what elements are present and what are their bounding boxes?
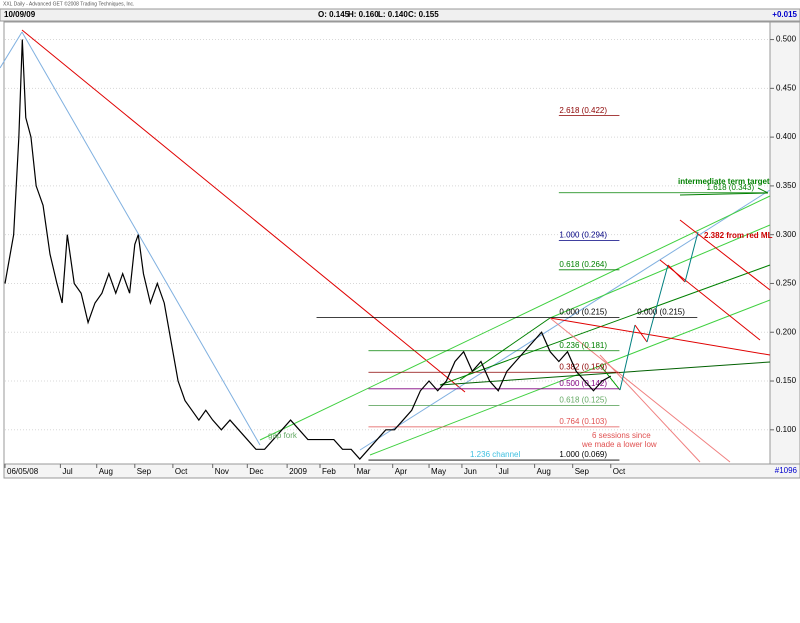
trend-lines	[0, 29, 771, 463]
swing	[599, 364, 621, 391]
y-tick-label: 0.150	[776, 376, 797, 385]
y-axis-panel	[769, 21, 800, 465]
level-label: 1.000 (0.069)	[559, 450, 607, 459]
x-tick-label: 2009	[289, 467, 307, 476]
x-tick-label: May	[431, 467, 446, 476]
annotation: 2.382 from red ML	[704, 231, 773, 240]
grid: 0.100 0.150 0.200 0.250 0.300 0.350 0.400 0.450…	[4, 35, 797, 476]
x-tick-label: Dec	[249, 467, 263, 476]
projection-arrow	[646, 264, 669, 343]
y-tick-label: 0.250	[776, 279, 797, 288]
target-arrow	[679, 192, 769, 196]
chart-title: XXL Daily - Advanced GET ©2008 Trading T…	[3, 0, 134, 7]
level-label: 0.618 (0.264)	[559, 260, 607, 269]
bar-count: #1096	[775, 466, 798, 475]
x-tick-label: Feb	[322, 467, 336, 476]
price	[4, 39, 612, 460]
x-tick-label: 06/05/08	[7, 467, 39, 476]
level-label: 2.618 (0.422)	[559, 106, 607, 115]
ohlc-value: L: 0.140	[378, 10, 408, 19]
annotation: intermediate term target	[678, 177, 770, 186]
level-label: 0.500 (0.142)	[559, 379, 607, 388]
level-label: 0.618 (0.125)	[559, 396, 607, 405]
red-fork	[679, 219, 771, 291]
level-label: 0.236 (0.181)	[559, 341, 607, 350]
green-fork	[439, 264, 771, 386]
x-tick-label: Sep	[575, 467, 590, 476]
x-axis-panel	[3, 463, 800, 479]
blue-line	[0, 31, 23, 69]
ohlc-value: O: 0.145	[318, 10, 350, 19]
projection-arrow	[634, 324, 648, 343]
annotation: we made a lower low	[581, 440, 657, 449]
ohlc-value: H: 0.160	[348, 10, 379, 19]
x-tick-label: Oct	[613, 467, 626, 476]
x-tick-label: Jul	[499, 467, 509, 476]
x-tick-label: Sep	[137, 467, 152, 476]
blue-line	[21, 31, 261, 446]
header-bar	[0, 8, 800, 22]
level-label: 0.000 (0.215)	[637, 308, 685, 317]
x-tick-label: Jun	[464, 467, 477, 476]
target-arrow	[757, 187, 769, 194]
annotation: 1.236 channel	[470, 450, 520, 459]
x-tick-label: Aug	[537, 467, 551, 476]
annotation: 6 sessions since	[592, 431, 651, 440]
y-tick-label: 0.450	[776, 83, 797, 92]
y-tick-label: 0.500	[776, 35, 797, 44]
levels: 2.618 (0.422) 1.618 (0.343) 1.000 (0.294) 0…	[316, 106, 767, 461]
date: 10/09/09	[4, 10, 36, 19]
level-label: 0.764 (0.103)	[559, 417, 607, 426]
y-tick-label: 0.300	[776, 230, 797, 239]
x-tick-label: Mar	[357, 467, 371, 476]
red-fork	[549, 317, 731, 463]
x-tick-label: Jul	[62, 467, 72, 476]
level-label: 0.000 (0.215)	[559, 308, 607, 317]
y-tick-label: 0.100	[776, 425, 797, 434]
x-tick-label: Apr	[395, 467, 408, 476]
ohlc-value: C: 0.155	[408, 10, 439, 19]
y-tick-label: 0.400	[776, 132, 797, 141]
level-label: 0.382 (0.159)	[559, 362, 607, 371]
green-fork	[369, 299, 771, 456]
change: +0.015	[772, 10, 797, 19]
green-fork	[549, 224, 771, 319]
red-fork	[549, 317, 771, 356]
level-label: 1.618 (0.343)	[707, 183, 755, 192]
y-tick-label: 0.350	[776, 181, 797, 190]
red-fork	[599, 354, 701, 463]
projection-arrow	[619, 324, 636, 391]
x-tick-label: Aug	[99, 467, 113, 476]
annotation: gap fork	[268, 431, 298, 440]
projection-arrow	[667, 264, 686, 283]
x-tick-label: Oct	[175, 467, 188, 476]
level-label: 1.000 (0.294)	[559, 231, 607, 240]
projection-arrow	[684, 231, 699, 283]
y-tick-label: 0.200	[776, 327, 797, 336]
green-fork	[439, 361, 771, 386]
price-line	[4, 39, 612, 460]
red-median-line	[21, 29, 466, 393]
x-tick-label: Nov	[215, 467, 229, 476]
swing	[459, 317, 551, 381]
blue-line	[359, 189, 771, 451]
